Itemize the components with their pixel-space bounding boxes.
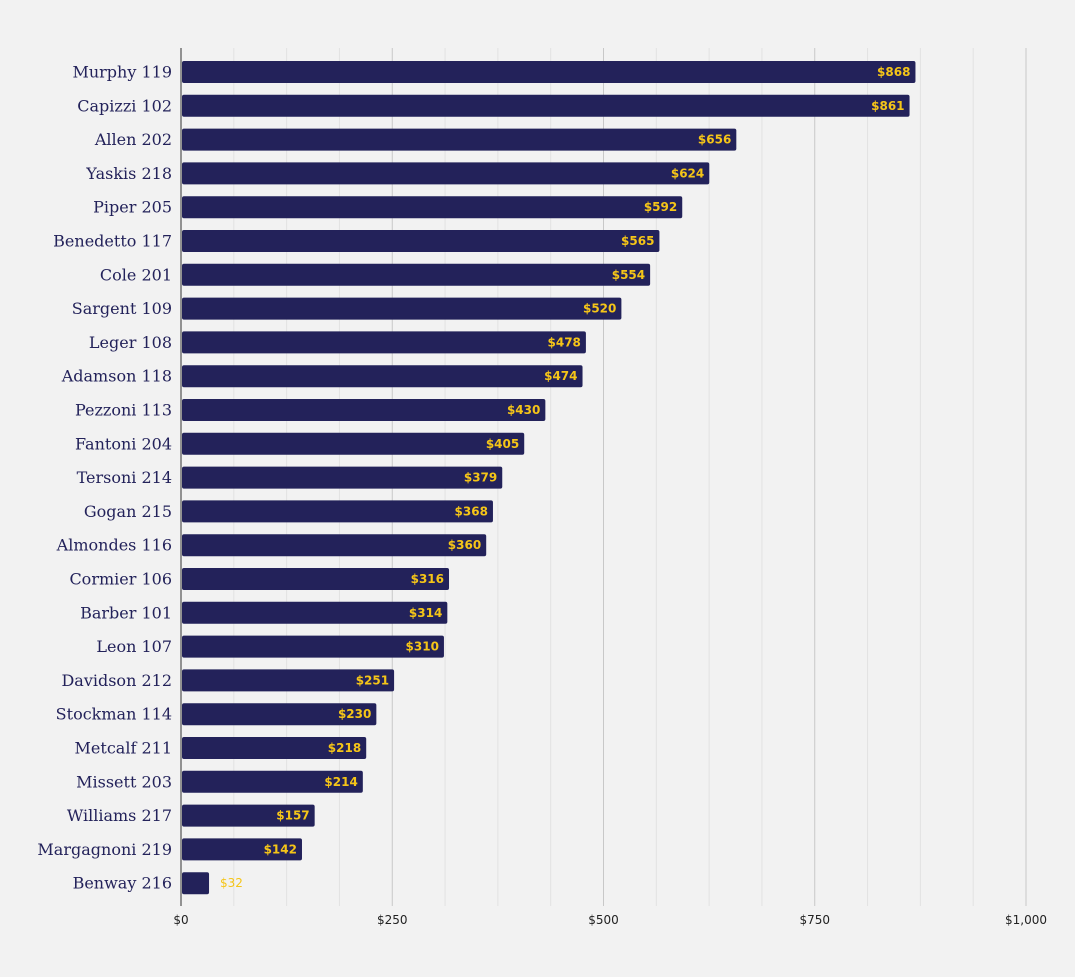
value-label: $368 <box>455 504 488 518</box>
category-label: Cormier 106 <box>69 570 172 589</box>
value-label: $430 <box>507 403 540 417</box>
value-label: $142 <box>264 842 297 856</box>
x-tick-label: $500 <box>588 913 619 927</box>
value-label: $157 <box>276 809 309 823</box>
bar <box>182 770 363 793</box>
category-label: Benway 216 <box>73 874 172 893</box>
bar <box>182 838 302 861</box>
category-label: Adamson 118 <box>61 367 172 386</box>
category-label: Cole 201 <box>100 265 172 284</box>
value-label: $554 <box>612 268 645 282</box>
bar <box>182 568 450 590</box>
bar <box>182 331 586 354</box>
value-label: $32 <box>220 876 243 890</box>
bar <box>182 94 910 117</box>
value-label: $314 <box>409 606 442 620</box>
category-label: Leon 107 <box>96 637 172 656</box>
category-label: Stockman 114 <box>56 705 172 724</box>
bar <box>182 534 487 557</box>
x-tick-label: $250 <box>377 913 408 927</box>
bar <box>182 263 651 286</box>
category-label: Allen 202 <box>94 130 172 149</box>
value-label: $565 <box>621 234 654 248</box>
value-label: $656 <box>698 133 731 147</box>
bar <box>182 128 737 151</box>
bar <box>182 230 660 252</box>
x-tick-label: $0 <box>173 913 188 927</box>
category-label: Barber 101 <box>80 603 172 622</box>
category-label: Pezzoni 113 <box>75 401 172 420</box>
category-label: Piper 205 <box>93 198 172 217</box>
bar <box>182 669 395 692</box>
category-label: Almondes 116 <box>56 536 172 555</box>
value-label: $251 <box>356 673 389 687</box>
value-label: $218 <box>328 741 361 755</box>
value-labels: $868 $861 $656 $624 $592 $565 $554 $520 $478 $474… <box>220 65 910 890</box>
bar <box>182 432 525 455</box>
bar <box>182 500 493 523</box>
value-label: $214 <box>324 775 357 789</box>
category-label: Margagnoni 219 <box>37 840 172 859</box>
category-label: Capizzi 102 <box>77 96 172 115</box>
value-label: $474 <box>544 369 577 383</box>
category-label: Davidson 212 <box>61 671 172 690</box>
category-label: Williams 217 <box>67 806 172 825</box>
x-tick-label: $1,000 <box>1005 913 1047 927</box>
value-label: $379 <box>464 471 497 485</box>
category-label: Missett 203 <box>76 772 172 791</box>
bar <box>182 365 583 388</box>
category-label: Murphy 119 <box>72 63 172 82</box>
value-label: $868 <box>877 65 910 79</box>
category-label: Leger 108 <box>89 333 172 352</box>
x-tick-label: $750 <box>799 913 830 927</box>
value-label: $592 <box>644 200 677 214</box>
category-labels: Murphy 119 Capizzi 102 Allen 202 Yaskis 218… <box>37 63 172 893</box>
value-label: $624 <box>671 166 704 180</box>
value-label: $478 <box>548 335 581 349</box>
value-label: $861 <box>871 99 904 113</box>
category-label: Yaskis 218 <box>85 164 172 183</box>
bar <box>182 872 210 895</box>
category-label: Sargent 109 <box>72 299 172 318</box>
category-label: Fantoni 204 <box>75 434 172 453</box>
category-label: Benedetto 117 <box>53 232 172 251</box>
value-label: $520 <box>583 302 616 316</box>
bar <box>182 196 683 219</box>
bar <box>182 61 916 83</box>
bar <box>182 737 367 759</box>
category-label: Gogan 215 <box>84 502 172 521</box>
bars <box>182 61 916 895</box>
bar <box>182 703 377 726</box>
bar <box>182 466 503 489</box>
bar <box>182 297 622 320</box>
category-label: Metcalf 211 <box>75 739 172 758</box>
value-label: $360 <box>448 538 481 552</box>
bar <box>182 399 546 421</box>
bar <box>182 804 315 827</box>
value-label: $230 <box>338 707 371 721</box>
value-label: $310 <box>406 640 439 654</box>
x-axis-ticks: $0 $250 $500 $750 $1,000 <box>173 913 1047 927</box>
category-label: Tersoni 214 <box>77 468 172 487</box>
value-label: $316 <box>411 572 444 586</box>
bar <box>182 635 444 658</box>
value-label: $405 <box>486 437 519 451</box>
grid-lines <box>233 48 1027 906</box>
bar <box>182 162 710 185</box>
bar <box>182 601 448 624</box>
